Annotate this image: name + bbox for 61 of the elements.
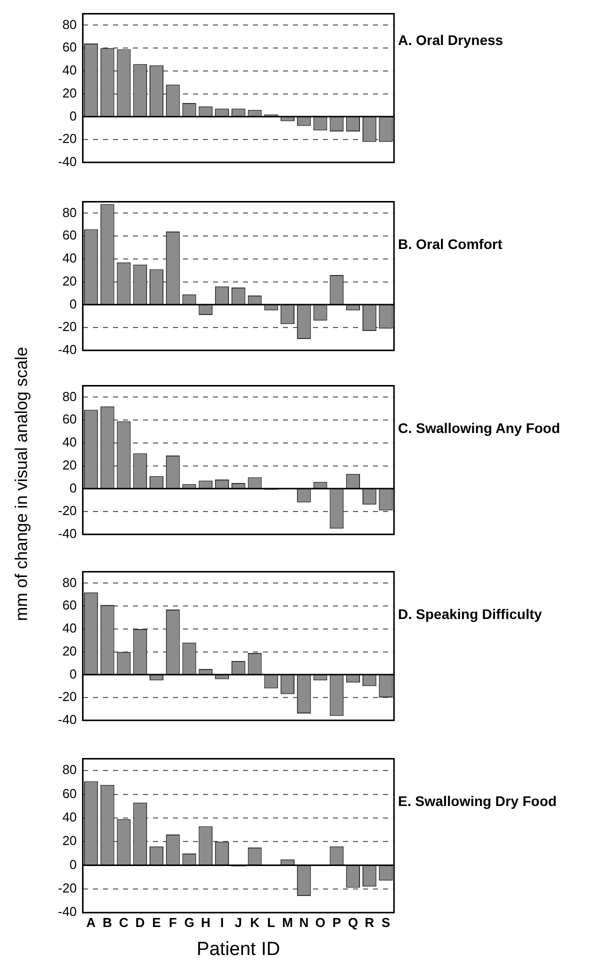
y-tick-label: 80 xyxy=(62,762,77,778)
x-tick-label: E xyxy=(152,914,162,930)
x-tick-label: D xyxy=(135,914,145,930)
y-tick-label: -20 xyxy=(58,689,77,704)
x-tick-label: R xyxy=(364,914,375,930)
y-tick-label: -40 xyxy=(58,712,77,727)
y-tick-label: 60 xyxy=(62,228,77,243)
y-tick-label: -20 xyxy=(58,503,77,518)
y-tick-label: 40 xyxy=(62,810,77,825)
x-tick-label: I xyxy=(220,914,224,930)
y-tick-label: 0 xyxy=(70,480,77,496)
y-tick-label: 60 xyxy=(62,412,77,427)
y-tick-label: 80 xyxy=(62,388,77,404)
y-tick-label: -40 xyxy=(58,342,77,357)
x-tick-label: O xyxy=(315,914,326,930)
x-tick-label: L xyxy=(267,914,276,930)
text: B. Oral Comfort xyxy=(398,236,502,252)
x-axis-title: Patient ID xyxy=(196,938,280,960)
y-tick-label: 60 xyxy=(62,786,77,801)
x-tick-label: S xyxy=(381,914,390,930)
text: C. Swallowing Any Food xyxy=(398,420,560,436)
y-tick-label: 60 xyxy=(62,598,77,613)
y-tick-label: -20 xyxy=(58,131,77,146)
x-tick-label: F xyxy=(168,914,177,930)
y-tick-label: 20 xyxy=(62,85,77,100)
y-tick-label: 40 xyxy=(62,250,77,266)
x-tick-label: C xyxy=(119,914,130,930)
y-tick-label: 0 xyxy=(70,856,77,872)
y-tick-label: 20 xyxy=(62,457,77,472)
x-tick-label: G xyxy=(184,914,194,930)
y-tick-label: -20 xyxy=(58,319,77,334)
y-tick-label: 0 xyxy=(70,666,77,682)
text: E. Swallowing Dry Food xyxy=(398,793,557,809)
x-tick-label: K xyxy=(250,914,260,930)
y-tick-label: 20 xyxy=(62,833,77,848)
x-tick-label: H xyxy=(200,914,210,930)
x-tick-label: P xyxy=(332,914,342,930)
x-tick-label: N xyxy=(299,914,309,930)
y-tick-label: 80 xyxy=(62,204,77,220)
y-tick-label: 20 xyxy=(62,273,77,288)
text: A. Oral Dryness xyxy=(398,32,504,48)
x-tick-label: Q xyxy=(348,914,358,930)
y-tick-label: 0 xyxy=(70,108,77,124)
y-tick-label: 40 xyxy=(62,434,77,450)
y-tick-label: 20 xyxy=(62,643,77,658)
y-tick-label: 40 xyxy=(62,620,77,636)
y-tick-label: -40 xyxy=(58,154,77,169)
y-tick-label: 40 xyxy=(62,62,77,78)
y-tick-label: 80 xyxy=(62,16,77,32)
y-tick-label: -40 xyxy=(58,904,77,920)
y-tick-label: 0 xyxy=(70,296,77,312)
y-tick-label: 80 xyxy=(62,574,77,590)
x-tick-label: M xyxy=(282,914,293,930)
x-tick-label: J xyxy=(234,914,242,930)
x-tick-label: A xyxy=(86,914,96,930)
x-tick-label: B xyxy=(102,914,112,930)
y-tick-label: 60 xyxy=(62,40,77,55)
text: D. Speaking Difficulty xyxy=(398,606,542,622)
y-tick-label: -40 xyxy=(58,526,77,541)
y-tick-label: -20 xyxy=(58,880,77,896)
y-axis-title: mm of change in visual analog scale xyxy=(12,346,32,622)
